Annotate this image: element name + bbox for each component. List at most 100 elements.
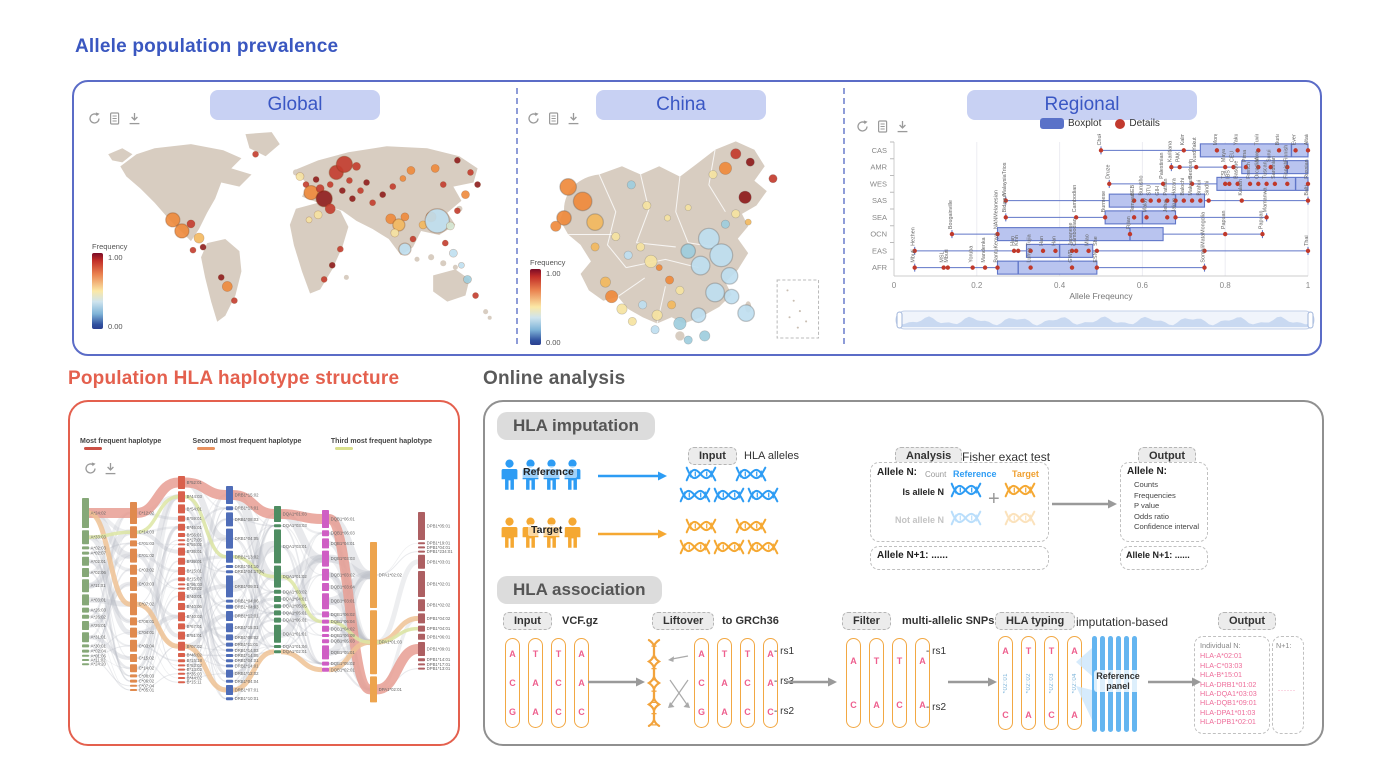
map-bubble[interactable]: [684, 204, 692, 212]
sankey-node[interactable]: [226, 659, 233, 663]
sankey-node[interactable]: [322, 634, 329, 637]
detail-point[interactable]: [1073, 248, 1079, 254]
data-view-icon[interactable]: [108, 112, 121, 125]
map-bubble[interactable]: [174, 223, 190, 239]
map-bubble[interactable]: [326, 181, 334, 188]
sankey-node[interactable]: [178, 623, 185, 630]
data-view-icon[interactable]: [547, 112, 560, 125]
detail-point[interactable]: [1144, 215, 1149, 220]
sankey-node[interactable]: [178, 583, 185, 586]
map-bubble[interactable]: [650, 325, 660, 335]
detail-point[interactable]: [1235, 148, 1240, 153]
detail-point[interactable]: [1165, 198, 1170, 203]
sankey-node[interactable]: [274, 589, 281, 594]
detail-point[interactable]: [1127, 231, 1133, 237]
sankey-node[interactable]: [322, 538, 329, 549]
map-bubble[interactable]: [680, 243, 697, 259]
sankey-node[interactable]: [274, 596, 281, 602]
map-bubble[interactable]: [454, 207, 461, 215]
map-bubble[interactable]: [392, 218, 406, 232]
sankey-node[interactable]: [82, 556, 89, 566]
map-bubble[interactable]: [352, 162, 361, 171]
map-bubble[interactable]: [328, 261, 336, 269]
sankey-node[interactable]: [274, 645, 281, 648]
download-icon[interactable]: [896, 120, 909, 133]
detail-point[interactable]: [1198, 198, 1203, 203]
detail-point[interactable]: [1264, 181, 1269, 187]
detail-point[interactable]: [1276, 148, 1282, 153]
sankey-node[interactable]: [82, 632, 89, 643]
map-bubble[interactable]: [665, 275, 674, 285]
detail-point[interactable]: [1256, 181, 1261, 187]
detail-point[interactable]: [1231, 164, 1236, 170]
map-bubble[interactable]: [385, 213, 397, 225]
detail-point[interactable]: [1268, 164, 1273, 170]
map-bubble[interactable]: [651, 309, 663, 321]
sankey-node[interactable]: [418, 663, 425, 666]
map-bubble[interactable]: [626, 180, 636, 190]
sankey-node[interactable]: [322, 510, 329, 528]
sankey-node[interactable]: [322, 645, 329, 660]
detail-point[interactable]: [1214, 148, 1220, 153]
sankey-node[interactable]: [82, 644, 89, 648]
map-bubble[interactable]: [627, 316, 637, 326]
detail-point[interactable]: [1069, 248, 1075, 254]
map-bubble[interactable]: [349, 195, 356, 203]
detail-point[interactable]: [1016, 248, 1021, 254]
sankey-node[interactable]: [82, 654, 89, 657]
map-bubble[interactable]: [586, 213, 604, 232]
detail-point[interactable]: [1189, 181, 1195, 187]
map-bubble[interactable]: [165, 212, 181, 228]
sankey-node[interactable]: [178, 491, 185, 503]
sankey-node[interactable]: [322, 583, 329, 591]
sankey-node[interactable]: [130, 548, 137, 563]
map-bubble[interactable]: [616, 303, 628, 315]
detail-point[interactable]: [949, 231, 955, 237]
map-bubble[interactable]: [556, 210, 572, 226]
sankey-node[interactable]: [226, 565, 233, 568]
sankey-node[interactable]: [274, 506, 281, 522]
sankey-node[interactable]: [178, 476, 185, 489]
detail-point[interactable]: [1305, 181, 1311, 187]
detail-point[interactable]: [1107, 181, 1112, 187]
sankey-node[interactable]: [82, 546, 89, 550]
detail-point[interactable]: [1239, 198, 1244, 203]
map-bubble[interactable]: [302, 181, 310, 188]
sankey-node[interactable]: [226, 528, 233, 549]
sankey-node[interactable]: [226, 512, 233, 527]
haplotype-legend-item[interactable]: Third most frequent haplotype: [331, 438, 446, 452]
map-bubble[interactable]: [313, 210, 323, 220]
sankey-node[interactable]: [178, 587, 185, 590]
sankey-node[interactable]: [130, 540, 137, 547]
map-bubble[interactable]: [398, 242, 412, 256]
sankey-node[interactable]: [178, 677, 185, 679]
sankey-node[interactable]: [418, 571, 425, 597]
map-bubble[interactable]: [667, 300, 677, 310]
detail-point[interactable]: [1206, 198, 1211, 203]
detail-point[interactable]: [1202, 265, 1207, 270]
download-icon[interactable]: [128, 112, 141, 125]
map-bubble[interactable]: [445, 221, 455, 231]
map-bubble[interactable]: [559, 178, 578, 196]
sankey-node[interactable]: [178, 659, 185, 663]
detail-point[interactable]: [1169, 164, 1174, 170]
sankey-node[interactable]: [178, 631, 185, 640]
map-bubble[interactable]: [399, 175, 407, 182]
detail-point[interactable]: [1053, 248, 1058, 254]
detail-point[interactable]: [1305, 148, 1311, 153]
sankey-node[interactable]: [82, 614, 89, 619]
sankey-node[interactable]: [178, 681, 185, 684]
sankey-node[interactable]: [418, 625, 425, 632]
sankey-node[interactable]: [322, 611, 329, 618]
sankey-node[interactable]: [418, 658, 425, 662]
map-bubble[interactable]: [363, 179, 370, 186]
detail-point[interactable]: [1285, 164, 1290, 170]
map-bubble[interactable]: [305, 216, 313, 224]
map-bubble[interactable]: [768, 174, 778, 184]
detail-point[interactable]: [1028, 248, 1033, 254]
sankey-node[interactable]: [226, 599, 233, 603]
sankey-node[interactable]: [322, 619, 329, 624]
detail-point[interactable]: [1028, 265, 1033, 270]
detail-point[interactable]: [1165, 215, 1170, 220]
map-bubble[interactable]: [708, 170, 718, 179]
